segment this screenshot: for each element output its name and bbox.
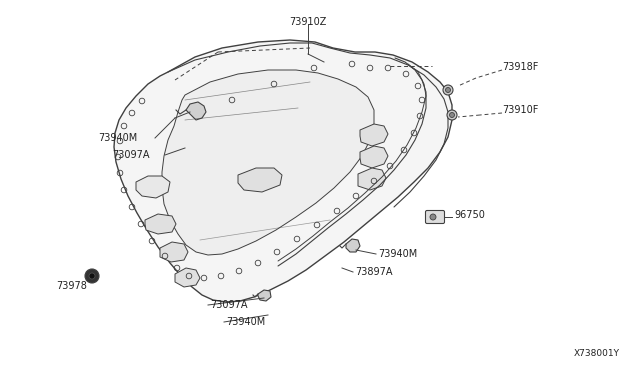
- Text: 73910F: 73910F: [502, 105, 538, 115]
- Circle shape: [89, 273, 95, 279]
- Circle shape: [447, 110, 457, 120]
- Polygon shape: [360, 124, 388, 146]
- Polygon shape: [346, 239, 360, 252]
- Circle shape: [443, 85, 453, 95]
- Text: 73940M: 73940M: [98, 133, 137, 143]
- FancyBboxPatch shape: [426, 211, 445, 224]
- Text: 73897A: 73897A: [355, 267, 392, 277]
- Text: 96750: 96750: [454, 210, 485, 220]
- Text: 73940M: 73940M: [226, 317, 265, 327]
- Polygon shape: [358, 168, 386, 190]
- Text: 73918F: 73918F: [502, 62, 538, 72]
- Circle shape: [430, 214, 436, 220]
- Text: 73097A: 73097A: [112, 150, 150, 160]
- Circle shape: [445, 87, 451, 93]
- Circle shape: [85, 269, 99, 283]
- Text: X738001Y: X738001Y: [574, 349, 620, 358]
- Text: 73978: 73978: [56, 281, 87, 291]
- Polygon shape: [258, 290, 271, 301]
- Text: 73910Z: 73910Z: [289, 17, 326, 27]
- Polygon shape: [162, 70, 374, 255]
- Polygon shape: [238, 168, 282, 192]
- Polygon shape: [160, 242, 188, 262]
- Polygon shape: [114, 40, 452, 302]
- Polygon shape: [136, 176, 170, 198]
- Polygon shape: [145, 214, 176, 234]
- Circle shape: [449, 112, 454, 118]
- Polygon shape: [186, 102, 206, 120]
- Polygon shape: [360, 146, 388, 168]
- Polygon shape: [175, 268, 200, 287]
- Text: 73940M: 73940M: [378, 249, 417, 259]
- Text: 73097A: 73097A: [210, 300, 248, 310]
